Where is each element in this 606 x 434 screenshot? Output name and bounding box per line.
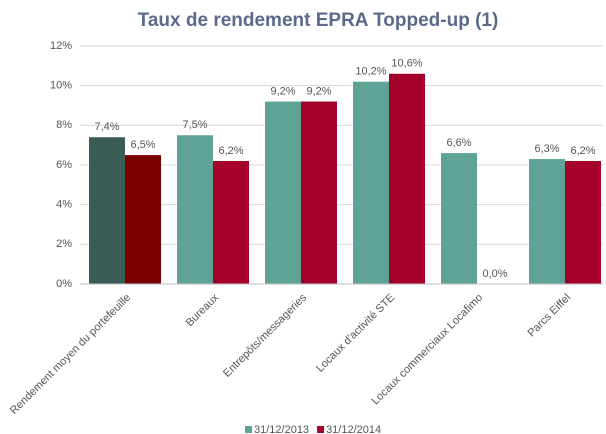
bar (353, 81, 389, 284)
value-label: 6,6% (446, 137, 471, 149)
bar (389, 73, 425, 285)
bar (89, 137, 125, 284)
x-tick-group: Entrepôts/messageries (221, 291, 309, 379)
x-tick-label: Bureaux (184, 291, 222, 329)
y-tick-label: 8% (56, 119, 72, 131)
value-label: 9,2% (270, 85, 295, 97)
y-tick-label: 4% (56, 199, 72, 211)
y-tick-label: 2% (56, 238, 72, 250)
x-tick-label: Locaux d'activité STE (314, 292, 397, 375)
bar (301, 101, 337, 285)
value-label: 7,4% (94, 121, 119, 133)
value-label: 7,5% (182, 119, 207, 131)
value-label: 6,5% (130, 139, 155, 151)
legend-label: 31/12/2014 (326, 424, 381, 434)
legend-swatch (245, 426, 252, 433)
chart-title: Taux de rendement EPRA Topped-up (1) (138, 10, 499, 31)
bar (265, 101, 301, 285)
bar (529, 159, 565, 284)
legend-label: 31/12/2013 (254, 424, 309, 434)
value-label: 0,0% (482, 268, 507, 280)
bar (441, 153, 477, 284)
x-tick-group: Locaux d'activité STE (314, 292, 397, 375)
value-label: 10,2% (355, 66, 386, 78)
x-tick-group: Bureaux (184, 291, 222, 329)
x-tick-label: Parcs Eiffel (525, 292, 573, 340)
bar (565, 161, 601, 284)
bar (177, 135, 213, 284)
value-label: 9,2% (306, 85, 331, 97)
legend-swatch (317, 426, 325, 433)
bar (213, 161, 249, 284)
y-tick-label: 6% (56, 159, 72, 171)
x-tick-group: Parcs Eiffel (525, 292, 573, 340)
x-tick-group: Rendement moyen du portefeuille (8, 292, 133, 417)
value-label: 10,6% (391, 58, 422, 70)
value-label: 6,2% (570, 145, 595, 157)
x-tick-label: Rendement moyen du portefeuille (8, 292, 133, 417)
value-label: 6,3% (534, 143, 559, 155)
value-label: 6,2% (218, 145, 243, 157)
y-tick-label: 0% (56, 278, 72, 290)
bar (125, 155, 161, 284)
y-tick-label: 10% (50, 80, 72, 92)
y-tick-label: 12% (50, 40, 72, 52)
x-tick-label: Entrepôts/messageries (221, 291, 309, 379)
